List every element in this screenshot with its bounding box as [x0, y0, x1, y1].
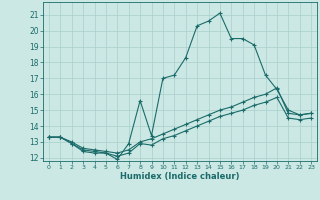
X-axis label: Humidex (Indice chaleur): Humidex (Indice chaleur) — [120, 172, 240, 181]
